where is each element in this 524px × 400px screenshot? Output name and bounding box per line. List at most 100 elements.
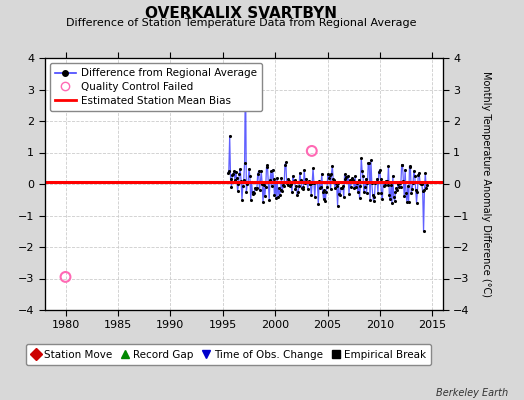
Point: [267, 168, 275, 175]
Point: [339, 183, 347, 190]
Point: [381, 178, 390, 184]
Point: [395, 184, 403, 191]
Point: [409, 180, 417, 186]
Point: [271, 179, 279, 185]
Point: [266, 177, 274, 183]
Point: [225, 133, 234, 139]
Point: [413, 188, 422, 195]
Point: [274, 194, 282, 200]
Point: [385, 192, 394, 198]
Point: [346, 177, 354, 183]
Point: [368, 180, 376, 186]
Point: [374, 190, 382, 196]
Point: [376, 167, 384, 173]
Point: [316, 185, 324, 191]
Point: [341, 171, 349, 178]
Point: [293, 192, 301, 198]
Point: [272, 195, 280, 201]
Point: [285, 176, 293, 182]
Point: [389, 193, 398, 200]
Point: [276, 191, 284, 198]
Point: [401, 166, 409, 173]
Point: [359, 189, 368, 195]
Point: [421, 170, 430, 176]
Point: [250, 190, 258, 196]
Point: [311, 194, 319, 200]
Point: [245, 166, 253, 172]
Point: [315, 178, 323, 184]
Point: [319, 196, 328, 202]
Point: [344, 173, 352, 179]
Point: [390, 198, 399, 205]
Point: [279, 182, 287, 188]
Point: [273, 174, 281, 181]
Point: [383, 178, 391, 185]
Point: [259, 199, 267, 205]
Point: [376, 176, 385, 182]
Point: [330, 177, 339, 183]
Point: [307, 192, 315, 199]
Point: [384, 182, 392, 188]
Point: [314, 201, 322, 207]
Point: [354, 188, 362, 195]
Point: [320, 187, 329, 194]
Point: [389, 172, 397, 179]
Point: [387, 182, 395, 188]
Point: [416, 180, 424, 186]
Point: [408, 185, 417, 192]
Point: [406, 164, 414, 170]
Point: [337, 185, 345, 192]
Y-axis label: Monthly Temperature Anomaly Difference (°C): Monthly Temperature Anomaly Difference (…: [481, 71, 491, 297]
Point: [422, 185, 430, 191]
Point: [331, 185, 339, 191]
Point: [237, 178, 245, 184]
Point: [228, 172, 236, 178]
Point: [255, 187, 264, 194]
Point: [368, 192, 377, 198]
Point: [369, 198, 378, 204]
Point: [371, 180, 379, 186]
Point: [235, 171, 244, 177]
Point: [312, 179, 321, 186]
Point: [280, 183, 288, 189]
Point: [359, 173, 367, 180]
Point: [299, 184, 308, 190]
Point: [275, 185, 283, 192]
Point: [373, 176, 381, 182]
Point: [268, 167, 277, 173]
Point: [418, 181, 426, 188]
Point: [308, 180, 316, 186]
Point: [300, 167, 309, 173]
Point: [364, 160, 373, 166]
Point: [311, 179, 320, 186]
Point: [346, 184, 355, 190]
Point: [246, 173, 254, 180]
Point: [402, 190, 410, 196]
Point: [270, 192, 279, 198]
Point: [263, 162, 271, 168]
Point: [326, 186, 335, 192]
Legend: Station Move, Record Gap, Time of Obs. Change, Empirical Break: Station Move, Record Gap, Time of Obs. C…: [26, 344, 431, 365]
Point: [306, 181, 314, 188]
Point: [328, 162, 336, 169]
Point: [295, 183, 303, 190]
Point: [342, 174, 351, 180]
Point: [396, 180, 404, 187]
Point: [305, 180, 314, 187]
Point: [355, 195, 364, 201]
Point: [241, 61, 249, 68]
Point: [340, 194, 348, 200]
Point: [410, 168, 418, 174]
Point: [292, 182, 301, 189]
Point: [358, 168, 366, 174]
Point: [412, 199, 421, 206]
Point: [256, 179, 265, 185]
Point: [357, 155, 365, 162]
Point: [303, 186, 312, 192]
Point: [294, 189, 302, 195]
Point: [329, 176, 337, 183]
Point: [319, 189, 327, 195]
Point: [236, 166, 244, 172]
Point: [335, 191, 344, 197]
Point: [243, 181, 252, 187]
